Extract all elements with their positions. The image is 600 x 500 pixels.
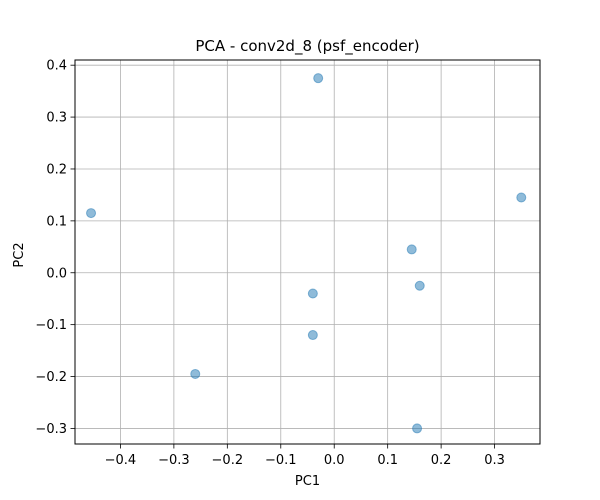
y-tick-label: −0.3 <box>35 422 67 437</box>
y-tick-label: 0.4 <box>46 59 67 74</box>
x-tick-label: 0.2 <box>431 453 452 468</box>
scatter-point <box>406 244 417 255</box>
plot-frame <box>74 59 541 445</box>
y-tick-label: −0.2 <box>35 370 67 385</box>
x-tick-label: −0.1 <box>265 453 297 468</box>
scatter-point <box>190 368 201 379</box>
scatter-point <box>414 280 425 291</box>
x-tick-label: −0.3 <box>158 453 190 468</box>
y-tick-label: 0.1 <box>46 214 67 229</box>
y-tick-label: 0.2 <box>46 162 67 177</box>
chart-title: PCA - conv2d_8 (psf_encoder) <box>195 37 419 56</box>
y-axis-ticks: −0.3 −0.2 −0.1 0.0 0.1 0.2 0.3 0.4 <box>35 59 75 437</box>
x-tick-label: −0.4 <box>105 453 137 468</box>
x-tick-label: 0.1 <box>377 453 398 468</box>
scatter-point <box>516 192 527 203</box>
data-points <box>86 73 527 434</box>
scatter-point <box>412 423 423 434</box>
grid-lines <box>75 60 540 444</box>
x-tick-label: 0.3 <box>484 453 505 468</box>
x-tick-label: −0.2 <box>212 453 244 468</box>
x-tick-label: 0.0 <box>324 453 345 468</box>
scatter-point <box>86 208 97 219</box>
y-tick-label: 0.0 <box>46 266 67 281</box>
x-axis-ticks: −0.4 −0.3 −0.2 −0.1 0.0 0.1 0.2 0.3 <box>105 444 505 468</box>
y-axis-label: PC2 <box>12 242 27 267</box>
scatter-point <box>307 330 318 341</box>
y-tick-label: −0.1 <box>35 318 67 333</box>
scatter-point <box>307 288 318 299</box>
scatter-point <box>313 73 324 84</box>
y-tick-label: 0.3 <box>46 111 67 126</box>
x-axis-label: PC1 <box>295 474 320 489</box>
